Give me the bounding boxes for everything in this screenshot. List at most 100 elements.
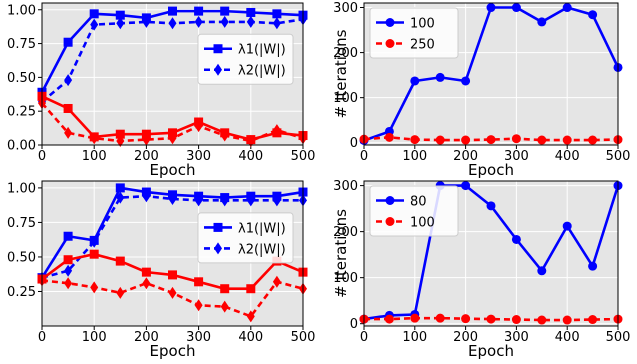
data-point <box>89 9 99 19</box>
data-point <box>63 103 73 113</box>
x-tick-label: 200 <box>453 330 478 345</box>
x-tick-label: 300 <box>504 330 529 345</box>
x-tick-label: 0 <box>38 149 46 164</box>
x-tick-label: 100 <box>82 149 107 164</box>
data-point <box>64 126 73 139</box>
subplot-3: 0 100 200 300 400 500 0.25 0.50 0.75 1.00 Epoch λ1(… <box>7 180 315 360</box>
data-point <box>168 192 177 205</box>
x-tick-label: 0 <box>360 330 368 345</box>
data-point <box>588 315 598 325</box>
data-point <box>588 135 598 145</box>
data-point <box>461 76 471 86</box>
data-point <box>194 15 203 28</box>
x-tick-label: 100 <box>82 330 107 345</box>
data-point <box>194 299 203 312</box>
data-point <box>272 275 281 288</box>
x-tick-label: 500 <box>291 149 316 164</box>
data-point <box>116 286 125 299</box>
y-axis-label: # Iterations <box>332 29 350 118</box>
legend: λ1(|W|) λ2(|W|) <box>197 33 294 85</box>
data-point <box>562 315 572 325</box>
data-point <box>461 314 471 324</box>
legend-label: 100 <box>410 17 435 32</box>
x-axis-label: Epoch <box>468 161 514 179</box>
axes-frame <box>41 180 304 327</box>
data-point <box>272 194 281 207</box>
data-point <box>435 313 445 323</box>
y-tick-label: 0.50 <box>7 250 36 265</box>
y-tick-label: 1.00 <box>7 181 36 196</box>
x-axis-label: Epoch <box>150 161 196 179</box>
data-point <box>90 18 99 31</box>
data-point <box>562 3 572 13</box>
data-point <box>194 194 203 207</box>
data-point <box>272 9 282 19</box>
x-tick-label: 300 <box>186 149 211 164</box>
y-axis-label: # Iterations <box>332 209 350 298</box>
data-point <box>246 15 255 28</box>
data-point <box>115 129 125 139</box>
data-point <box>168 270 177 280</box>
x-tick-label: 400 <box>238 149 263 164</box>
data-point <box>486 3 496 13</box>
y-tick-label: 100 <box>333 91 358 106</box>
data-point <box>486 135 496 145</box>
data-point <box>115 256 125 266</box>
x-axis-label: Epoch <box>150 342 196 360</box>
axes-frame <box>363 2 619 146</box>
data-point <box>90 132 99 145</box>
y-tick-label: 1.00 <box>7 3 36 18</box>
data-point <box>168 6 177 16</box>
data-point <box>220 129 229 142</box>
x-tick-label: 200 <box>453 149 478 164</box>
data-point <box>168 286 177 299</box>
data-point <box>63 37 73 47</box>
x-tick-label: 500 <box>606 149 631 164</box>
data-point <box>64 277 73 290</box>
data-point <box>562 135 572 145</box>
legend-marker <box>214 63 222 76</box>
y-tick-label: 0.75 <box>7 37 36 52</box>
legend-marker <box>213 44 223 54</box>
data-point <box>246 134 255 147</box>
legend-marker <box>213 222 223 232</box>
data-point <box>537 315 547 325</box>
data-point <box>63 255 73 265</box>
legend-label: 100 <box>410 216 435 231</box>
data-point <box>410 313 420 323</box>
data-point <box>168 17 177 30</box>
legend-label: λ2(|W|) <box>238 64 286 79</box>
data-point <box>142 190 151 203</box>
legend-label: λ2(|W|) <box>238 242 286 257</box>
data-point <box>246 7 256 17</box>
data-point <box>511 134 521 144</box>
data-point <box>511 315 521 325</box>
data-point <box>461 181 471 191</box>
data-point <box>486 314 496 324</box>
data-point <box>220 15 229 28</box>
data-point <box>220 194 229 207</box>
data-point <box>90 235 99 248</box>
data-point <box>168 132 177 145</box>
data-point <box>142 133 151 146</box>
x-tick-label: 400 <box>555 149 580 164</box>
y-tick-label: 300 <box>333 179 358 194</box>
series-line <box>41 194 303 279</box>
data-point <box>194 120 203 133</box>
legend: λ1(|W|) λ2(|W|) <box>197 212 294 264</box>
data-point <box>220 6 230 16</box>
legend-marker <box>385 196 395 205</box>
data-point <box>246 284 256 294</box>
legend-label: λ1(|W|) <box>238 43 286 58</box>
y-tick-label: 200 <box>333 46 358 61</box>
x-tick-label: 200 <box>134 330 159 345</box>
x-tick-label: 100 <box>402 149 427 164</box>
x-axis-label: Epoch <box>468 342 514 360</box>
x-tick-label: 0 <box>360 149 368 164</box>
data-point <box>511 3 521 13</box>
legend-marker <box>214 242 222 255</box>
data-point <box>194 6 204 16</box>
